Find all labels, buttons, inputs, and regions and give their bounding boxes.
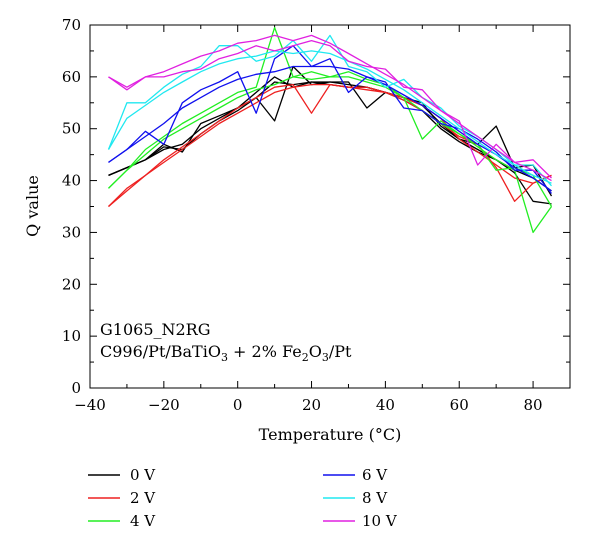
x-tick-label: −20 — [148, 396, 180, 414]
annotation-sub1: 3 — [221, 351, 228, 364]
series-line — [107, 50, 552, 184]
series-line — [108, 26, 553, 207]
y-tick-label: 40 — [62, 172, 81, 190]
series-line — [107, 34, 552, 187]
series-0v — [108, 65, 553, 205]
x-tick-label: 40 — [376, 396, 395, 414]
x-tick-label: 80 — [524, 396, 543, 414]
annotation-line2-mid: + 2% Fe — [228, 342, 302, 361]
legend-label: 2 V — [130, 489, 156, 507]
y-axis-title: Q value — [23, 175, 42, 237]
legend-label: 4 V — [130, 512, 156, 530]
y-tick-label: 20 — [62, 275, 81, 293]
legend: 0 V 2 V 4 V 6 V 8 V 10 V — [88, 466, 398, 530]
series-6v — [108, 45, 553, 194]
series-line — [108, 83, 552, 207]
annotation-line2-o: O — [309, 342, 322, 361]
annotation-sub2: 2 — [302, 351, 309, 364]
series-line — [108, 45, 553, 194]
series-2v — [108, 83, 552, 207]
annotation-line2-pre: C996/Pt/BaTiO — [100, 342, 221, 361]
annotation-line1: G1065_N2RG — [100, 320, 211, 339]
legend-label: 6 V — [362, 466, 388, 484]
y-tick-label: 70 — [62, 16, 81, 34]
x-tick-label: 0 — [233, 396, 243, 414]
series-line — [108, 65, 552, 192]
series-8v — [107, 34, 552, 187]
annotation-sub3: 3 — [322, 351, 329, 364]
axis-ticks: −40 −20 0 20 40 60 80 0 10 20 30 40 50 60 70 — [62, 16, 571, 414]
y-tick-label: 30 — [62, 223, 81, 241]
series-10v — [108, 34, 552, 182]
y-tick-label: 50 — [62, 120, 81, 138]
x-tick-label: 60 — [450, 396, 469, 414]
x-tick-label: 20 — [302, 396, 321, 414]
y-tick-label: 10 — [62, 327, 81, 345]
series-line — [108, 34, 552, 182]
x-axis-title: Temperature (°C) — [259, 425, 402, 444]
series-line — [108, 39, 552, 179]
x-tick-label: −40 — [74, 396, 106, 414]
series-line — [108, 83, 552, 207]
annotation-line2-post: /Pt — [329, 342, 352, 361]
annotation-line2: C996/Pt/BaTiO3 + 2% Fe2O3/Pt — [100, 342, 352, 364]
y-tick-label: 60 — [62, 68, 81, 86]
legend-label: 10 V — [362, 512, 398, 530]
series-layer — [107, 26, 553, 234]
series-line — [108, 76, 552, 192]
series-line — [108, 81, 552, 205]
y-tick-label: 0 — [71, 379, 81, 397]
legend-label: 0 V — [130, 466, 156, 484]
legend-label: 8 V — [362, 489, 388, 507]
